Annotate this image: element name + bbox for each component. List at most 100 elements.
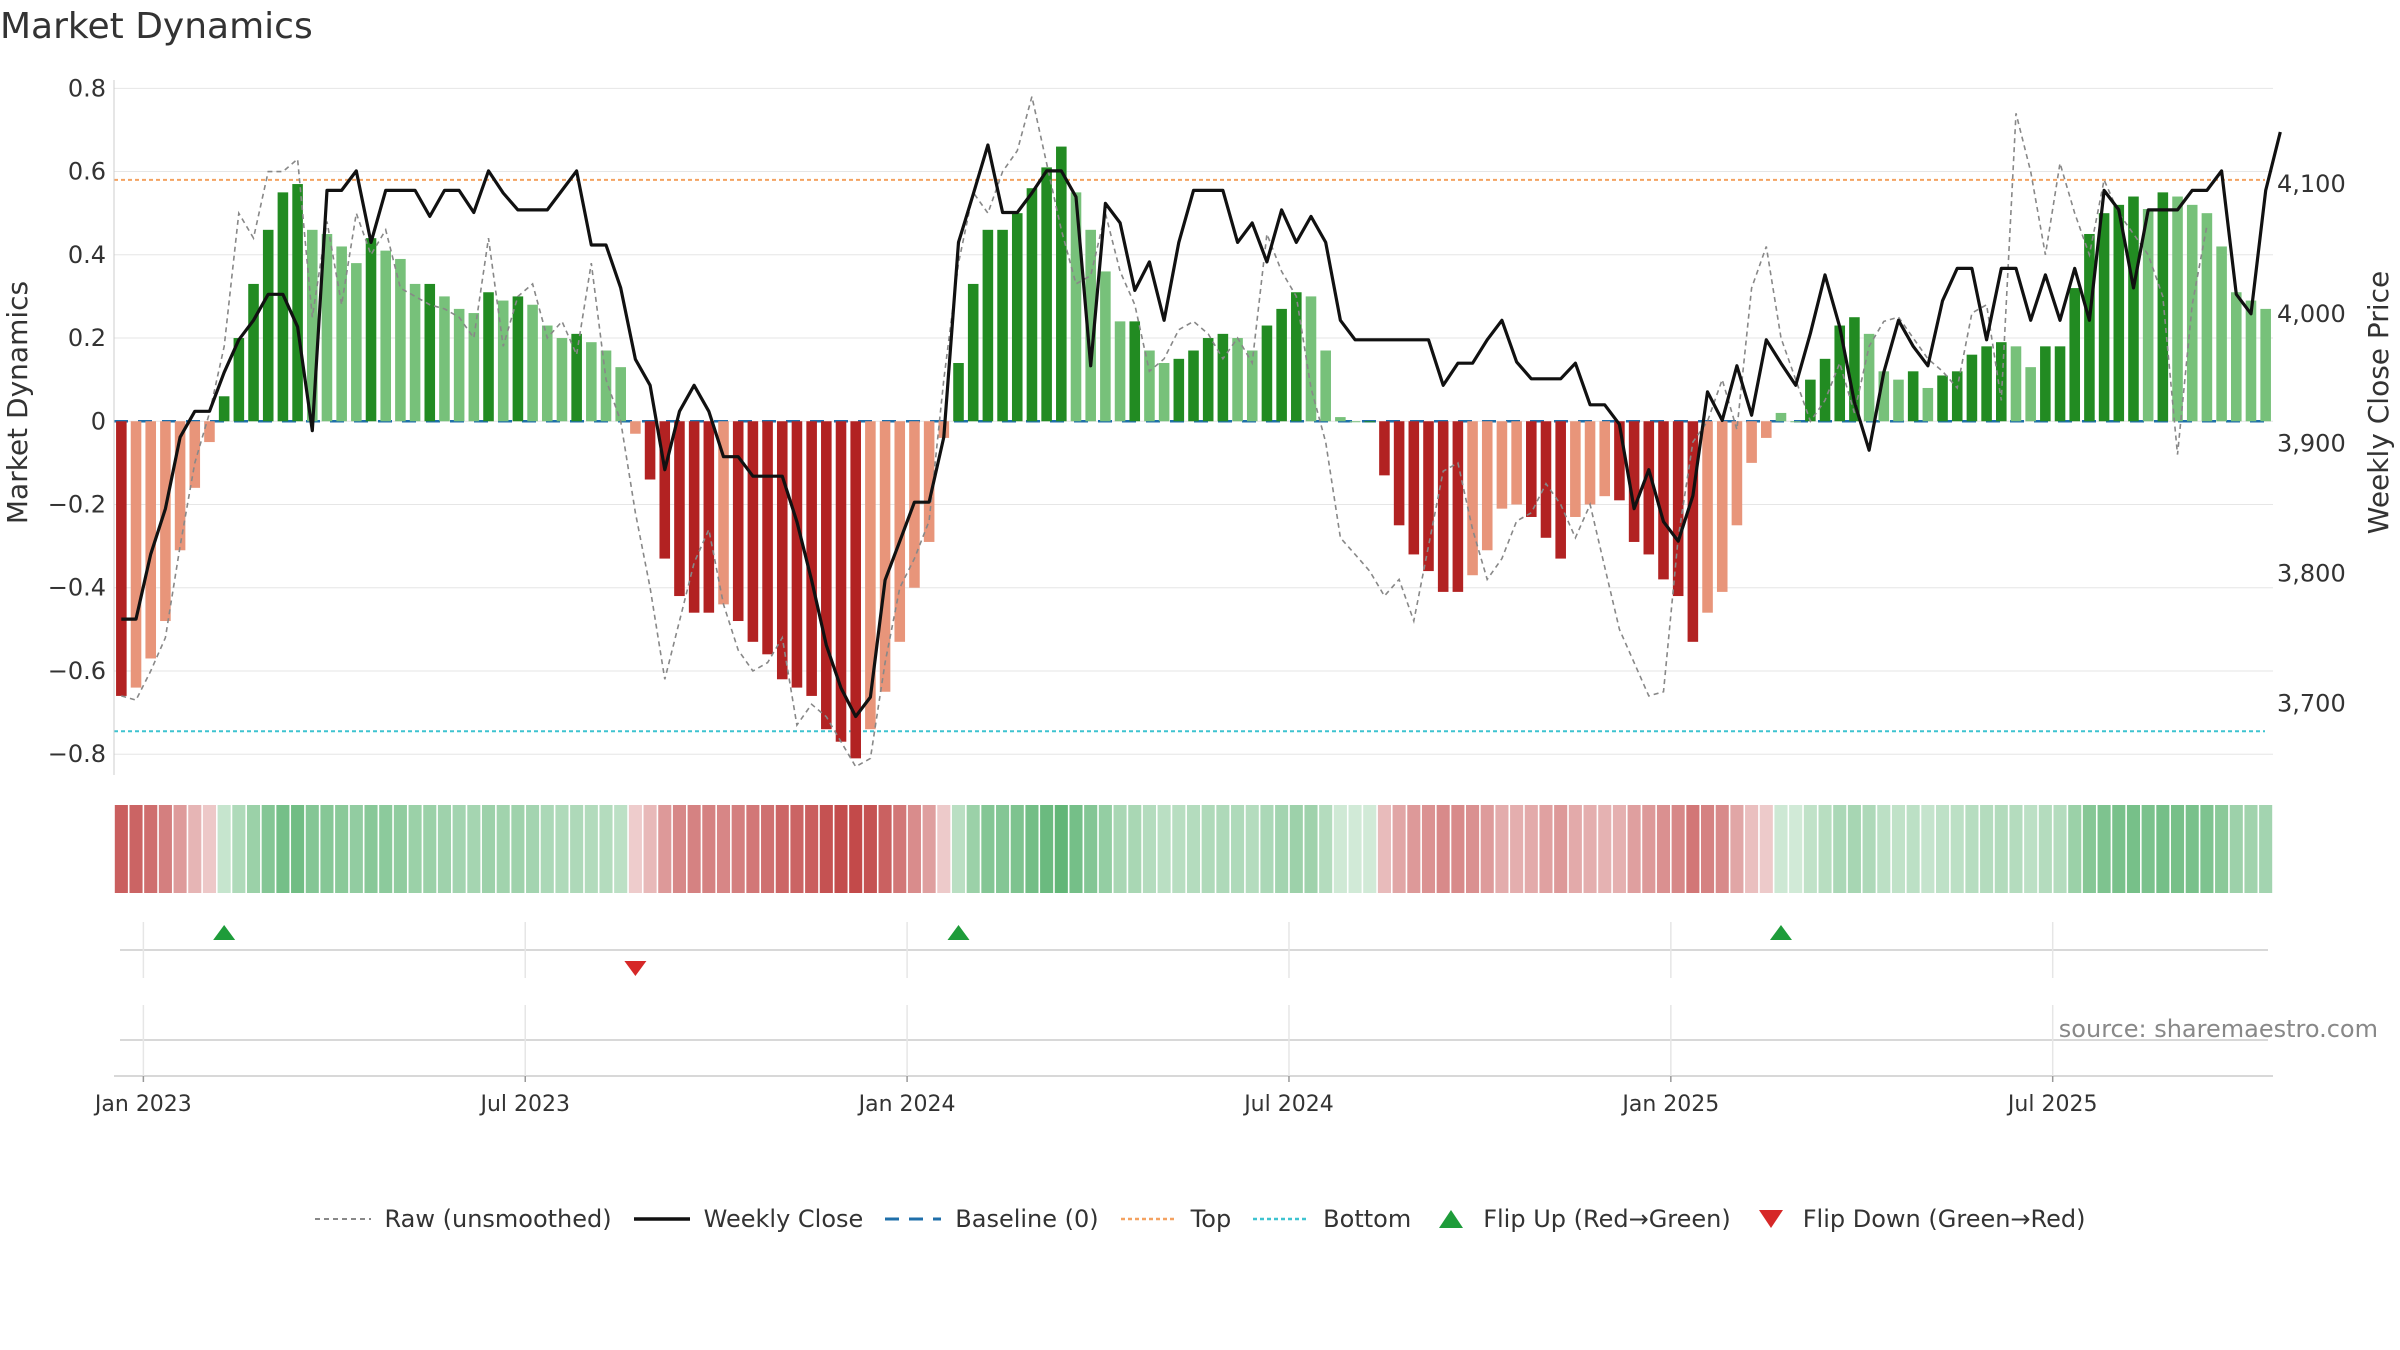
heat-cell [1715, 805, 1729, 893]
dynamics-bar [1349, 421, 1361, 423]
heat-cell [349, 805, 363, 893]
heat-cell [261, 805, 275, 893]
heat-cell [437, 805, 452, 893]
legend-item-baseline: Baseline (0) [885, 1205, 1099, 1233]
heat-cell [834, 805, 848, 893]
heat-cell [481, 805, 496, 893]
dynamics-bar [1511, 421, 1522, 505]
dynamics-bar [424, 283, 436, 422]
left-tick-label: 0.2 [68, 324, 106, 352]
dynamics-bar [586, 342, 597, 422]
dynamics-bar [1364, 421, 1376, 423]
heat-cell [1260, 805, 1274, 893]
dynamics-bar [160, 421, 171, 622]
dynamics-bar [1761, 421, 1772, 438]
dynamics-bar [174, 421, 186, 551]
heat-cell [643, 805, 657, 893]
heat-cell [1686, 805, 1700, 893]
dynamics-bar [1643, 421, 1655, 555]
dynamics-bar [2069, 288, 2081, 422]
heat-cell [246, 805, 261, 893]
heat-cell [1803, 805, 1817, 893]
dynamics-bar [1041, 167, 1052, 422]
dynamics-bar [659, 421, 671, 559]
dynamics-bar [1878, 371, 1890, 422]
heat-cell [1069, 805, 1083, 893]
heat-cell [1789, 805, 1803, 893]
dynamics-bar [674, 421, 685, 597]
left-axis-title: Market Dynamics [1, 281, 34, 524]
heat-cell [628, 805, 642, 893]
legend-item-close: Weekly Close [633, 1205, 863, 1233]
heat-cell [1421, 805, 1436, 893]
dynamics-bar [879, 421, 891, 692]
dynamics-bar [1202, 338, 1214, 422]
dynamics-bar [1526, 421, 1537, 517]
flip-up-triangle-icon [1439, 1210, 1464, 1228]
dynamics-bar [732, 421, 744, 622]
dynamics-bars [116, 146, 2271, 759]
dynamics-bar [1805, 379, 1816, 422]
chart-title: Market Dynamics [0, 6, 313, 47]
heat-cell [716, 805, 731, 893]
heat-cell [1098, 805, 1112, 893]
heat-cell [1142, 805, 1156, 893]
heat-cell [1084, 805, 1098, 893]
heat-cell [467, 805, 481, 893]
heat-cell [1583, 805, 1597, 893]
right-tick-label: 4,000 [2277, 300, 2346, 328]
heat-cell [893, 805, 907, 893]
x-tick-label: Jan 2025 [1620, 1092, 1719, 1117]
heat-cell [1510, 805, 1524, 893]
legend-item-flip-down: Flip Down (Green→Red) [1753, 1205, 2086, 1233]
dynamics-bar [1056, 146, 1067, 422]
dynamics-bar [233, 338, 245, 422]
heat-cell [687, 805, 701, 893]
dynamics-bar [703, 421, 715, 613]
heat-cell [1377, 805, 1391, 893]
heat-cell [202, 805, 217, 893]
heat-cell [1671, 805, 1685, 893]
raw-line [121, 96, 2208, 768]
dynamics-bar [1423, 421, 1434, 572]
heat-cell [775, 805, 789, 893]
heat-cell [1216, 805, 1230, 893]
dynamics-bar [2054, 346, 2066, 422]
right-tick-label: 3,700 [2277, 690, 2346, 718]
dynamics-bar [1114, 321, 1126, 422]
dynamics-bar [1702, 421, 1713, 613]
dynamics-bar [806, 421, 817, 696]
raw-series [121, 96, 2208, 768]
dynamics-bar [1379, 421, 1390, 476]
dynamics-bar [894, 421, 906, 642]
dynamics-bar [204, 421, 215, 443]
left-tick-label: −0.6 [48, 657, 106, 685]
heat-cell [731, 805, 745, 893]
heat-cell [1010, 805, 1024, 893]
legend-item-bottom: Bottom [1253, 1205, 1411, 1233]
heat-cell [2215, 805, 2229, 893]
dynamics-bar [1540, 421, 1552, 538]
dynamics-bar [277, 192, 289, 422]
dynamics-bar [321, 233, 333, 422]
flip-markers-panel [120, 925, 2268, 976]
heat-cell [2156, 805, 2170, 893]
dynamics-bar [1335, 417, 1346, 422]
heat-cell [393, 805, 407, 893]
legend-label-top: Top [1190, 1205, 1232, 1233]
heat-cell [937, 805, 951, 893]
heat-cell [761, 805, 775, 893]
flip-up-marker [1769, 925, 1792, 940]
dynamics-bar [2216, 246, 2227, 422]
legend-baseline-swatch [885, 1217, 942, 1221]
heat-cell [173, 805, 187, 893]
dynamics-bar [923, 421, 935, 542]
right-tick-label: 3,900 [2277, 430, 2346, 458]
heat-cell [614, 805, 628, 893]
heat-cell [276, 805, 290, 893]
legend: Raw (unsmoothed) Weekly Close Baseline (… [0, 1205, 2400, 1233]
heat-cell [144, 805, 158, 893]
dynamics-bar [1496, 421, 1508, 509]
dynamics-bar [527, 304, 538, 422]
heat-cell [2259, 805, 2273, 893]
